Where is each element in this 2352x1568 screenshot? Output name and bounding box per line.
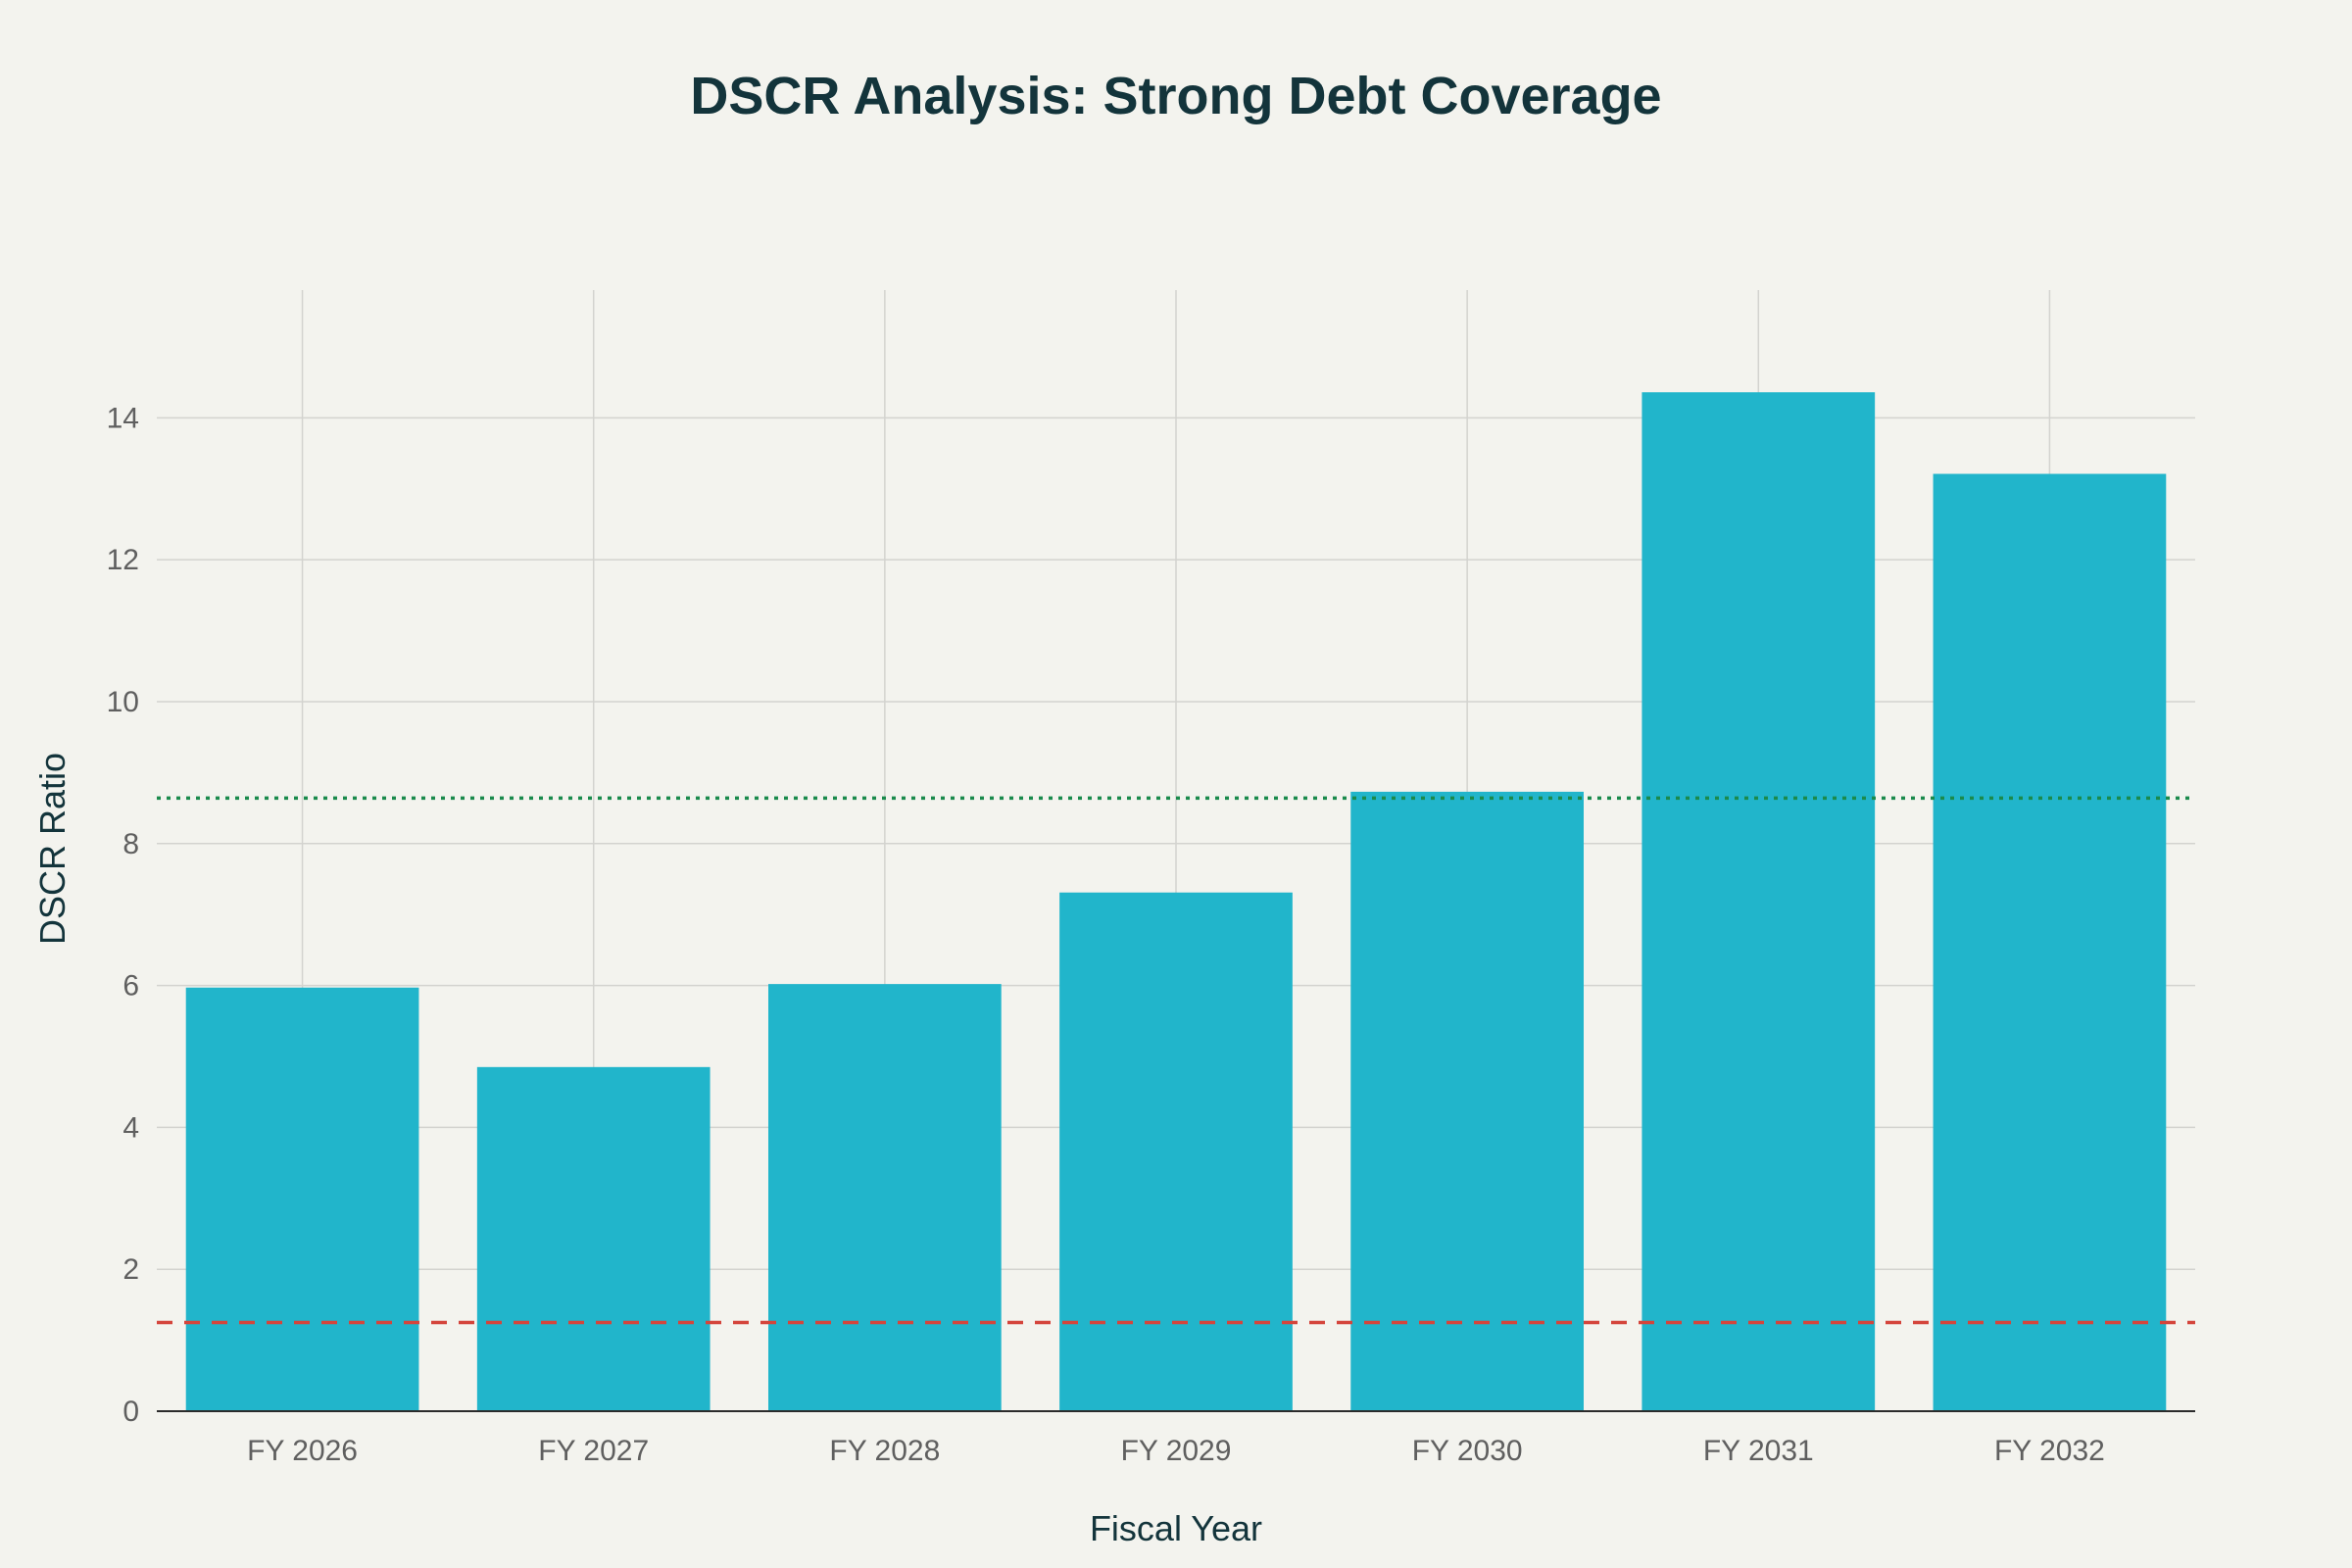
y-tick-label: 8 [122, 828, 139, 860]
x-tick-label: FY 2028 [829, 1435, 940, 1467]
bar-layer [185, 392, 2167, 1411]
x-tick-label: FY 2026 [247, 1435, 358, 1467]
y-tick-label: 12 [107, 544, 139, 576]
x-tick-label: FY 2029 [1121, 1435, 1232, 1467]
x-tick-label: FY 2027 [538, 1435, 649, 1467]
reference-lines-layer [157, 796, 2195, 1325]
x-tick-label: FY 2032 [1994, 1435, 2105, 1467]
y-tick-label: 2 [122, 1253, 139, 1286]
bar-fy-2029 [1059, 892, 1293, 1411]
y-axis-title: DSCR Ratio [32, 753, 73, 945]
x-tick-label: FY 2031 [1703, 1435, 1814, 1467]
axis-layer: 0 2 4 6 8 10 12 14 FY 2026 FY 2027 FY 2028 FY 2029 F… [107, 402, 2195, 1467]
y-tick-label: 0 [122, 1396, 139, 1428]
y-tick-label: 14 [107, 402, 139, 434]
bar-fy-2030 [1350, 791, 1584, 1411]
y-tick-label: 6 [122, 970, 139, 1003]
bar-fy-2032 [1933, 473, 2167, 1411]
x-axis-title: Fiscal Year [1090, 1508, 1262, 1548]
y-tick-label: 4 [122, 1111, 139, 1144]
x-tick-label: FY 2030 [1412, 1435, 1523, 1467]
bar-fy-2026 [185, 987, 419, 1411]
bar-fy-2027 [476, 1066, 710, 1411]
bar-fy-2031 [1642, 392, 1876, 1411]
chart-title: DSCR Analysis: Strong Debt Coverage [690, 67, 1661, 125]
y-tick-label: 10 [107, 686, 139, 718]
bar-fy-2028 [768, 984, 1002, 1411]
